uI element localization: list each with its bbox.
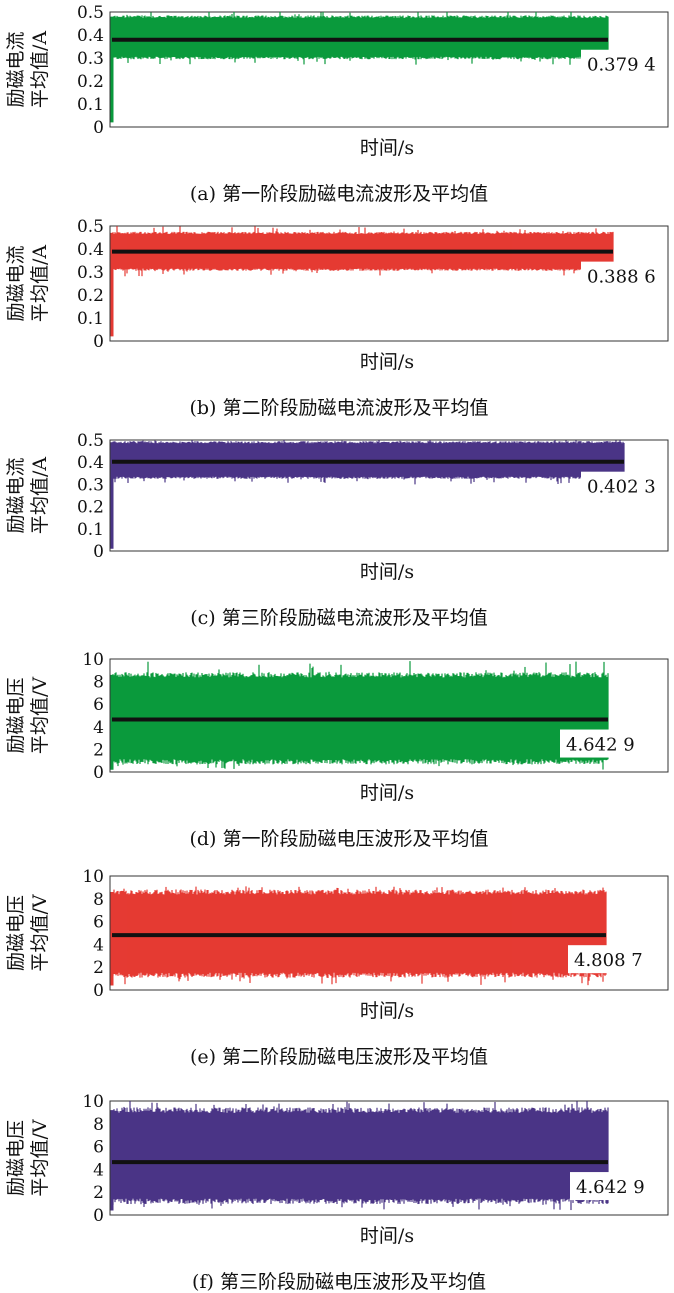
y-tick-label: 0.4: [77, 453, 104, 473]
y-axis-label: 平均值/V: [29, 1119, 51, 1196]
waveform-series: [110, 661, 609, 770]
x-axis-label: 时间/s: [360, 137, 414, 159]
y-tick-label: 6: [93, 695, 104, 715]
y-tick-label: 0.2: [77, 72, 104, 92]
y-tick-label: 8: [93, 890, 104, 910]
y-tick-label: 4: [93, 1160, 104, 1180]
y-tick-label: 2: [93, 958, 104, 978]
y-tick-label: 0: [93, 332, 104, 352]
panel-caption: (f) 第三阶段励磁电压波形及平均值: [192, 1271, 486, 1293]
panel-caption: (b) 第二阶段励磁电流波形及平均值: [189, 397, 488, 419]
y-axis-label: 励磁电流: [5, 457, 27, 533]
y-tick-label: 8: [93, 1115, 104, 1135]
y-tick-label: 8: [93, 673, 104, 693]
plot-frame: [109, 658, 669, 773]
y-tick-label: 0.1: [77, 520, 104, 540]
y-axis-label: 平均值/A: [29, 31, 51, 108]
waveform-series: [110, 1101, 609, 1211]
x-axis-label: 时间/s: [360, 1225, 414, 1247]
x-axis-label: 时间/s: [360, 1000, 414, 1022]
y-tick-label: 4: [93, 935, 104, 955]
y-tick-label: 0: [93, 118, 104, 138]
waveform-series: [110, 12, 609, 123]
chart-panel-d: 0 24 68 10 励磁电压 平均值/V 4.642 9 时间/s (d) 第一阶段励磁电压波…: [5, 650, 669, 850]
x-axis-label: 时间/s: [360, 782, 414, 804]
y-tick-label: 0.3: [77, 475, 104, 495]
x-axis-label: 时间/s: [360, 561, 414, 583]
x-axis-label: 时间/s: [360, 351, 414, 373]
y-tick-label: 10: [82, 1092, 104, 1112]
y-tick-label: 0.3: [77, 263, 104, 283]
mean-label-bg: [581, 261, 661, 290]
mean-value-label: 0.388 6: [587, 267, 656, 288]
y-tick-label: 10: [82, 867, 104, 887]
chart-panel-f: 0 2 46 8 10 励磁电压 平均值/V 4.642 9 时间/s (f) 第三阶段励磁电压波…: [5, 1092, 669, 1293]
y-axis-label: 平均值/V: [29, 677, 51, 754]
y-tick-label: 10: [82, 650, 104, 670]
waveform-series: [110, 440, 625, 549]
y-tick-label: 0: [93, 1206, 104, 1226]
y-axis-label: 平均值/A: [29, 457, 51, 534]
y-tick-label: 0: [93, 542, 104, 562]
y-tick-label: 6: [93, 913, 104, 933]
y-tick-label: 0.5: [77, 431, 104, 451]
y-axis-label: 励磁电流: [5, 245, 27, 321]
y-tick-label: 0.2: [77, 498, 104, 518]
y-axis-label: 平均值/A: [29, 245, 51, 322]
plot-frame: [109, 439, 669, 552]
y-tick-label: 0.5: [77, 3, 104, 23]
y-axis-label: 励磁电压: [5, 677, 27, 753]
chart-panel-b: 0 0.1 0.2 0.3 0.4 0.5 励磁电流 平均值/A 0.388 6 时间/s (b) …: [5, 217, 669, 419]
y-axis-label: 平均值/V: [29, 894, 51, 971]
y-tick-label: 0.4: [77, 26, 104, 46]
mean-value-label: 4.642 9: [566, 735, 635, 756]
y-tick-label: 0: [93, 981, 104, 1001]
mean-value-label: 4.808 7: [574, 950, 643, 971]
plot-frame: [109, 875, 669, 991]
plot-frame: [109, 225, 669, 342]
chart-panel-e: 0 2 46 8 10 励磁电压 平均值/V 4.808 7 时间/s (e) 第二阶段励磁电压波…: [5, 867, 669, 1068]
mean-label-bg: [570, 1172, 658, 1201]
chart-panel-a: 0 0.1 0.2 0.3 0.4 0.5 励磁电流 平均值/A 0.379 4 时间/s (a) …: [5, 3, 669, 205]
panel-caption: (d) 第一阶段励磁电压波形及平均值: [189, 828, 488, 850]
y-tick-label: 0.5: [77, 217, 104, 237]
y-tick-label: 4: [93, 718, 104, 738]
y-tick-label: 0.3: [77, 49, 104, 69]
y-tick-label: 0.1: [77, 309, 104, 329]
panel-caption: (a) 第一阶段励磁电流波形及平均值: [190, 183, 488, 205]
y-tick-label: 6: [93, 1138, 104, 1158]
mean-value-label: 4.642 9: [576, 1177, 645, 1198]
y-axis-label: 励磁电流: [5, 31, 27, 107]
y-tick-label: 0.1: [77, 95, 104, 115]
mean-label-bg: [568, 945, 656, 974]
plot-frame: [109, 1100, 669, 1216]
plot-frame: [109, 11, 669, 128]
mean-value-label: 0.379 4: [587, 55, 656, 76]
y-tick-label: 2: [93, 1183, 104, 1203]
mean-label-bg: [581, 49, 661, 78]
mean-label-bg: [581, 471, 661, 500]
chart-panel-c: 00.10.2 0.30.40.5 励磁电流 平均值/A 0.402 3 时间/s (c) …: [5, 431, 669, 629]
y-tick-label: 2: [93, 740, 104, 760]
y-tick-label: 0.2: [77, 286, 104, 306]
panel-caption: (e) 第二阶段励磁电压波形及平均值: [190, 1046, 488, 1068]
y-tick-label: 0.4: [77, 240, 104, 260]
mean-label-bg: [560, 729, 648, 758]
y-tick-label: 0: [93, 763, 104, 783]
mean-value-label: 0.402 3: [587, 477, 656, 498]
panel-caption: (c) 第三阶段励磁电流波形及平均值: [190, 607, 488, 629]
y-axis-label: 励磁电压: [5, 1120, 27, 1196]
waveform-series: [110, 226, 614, 337]
y-axis-label: 励磁电压: [5, 895, 27, 971]
